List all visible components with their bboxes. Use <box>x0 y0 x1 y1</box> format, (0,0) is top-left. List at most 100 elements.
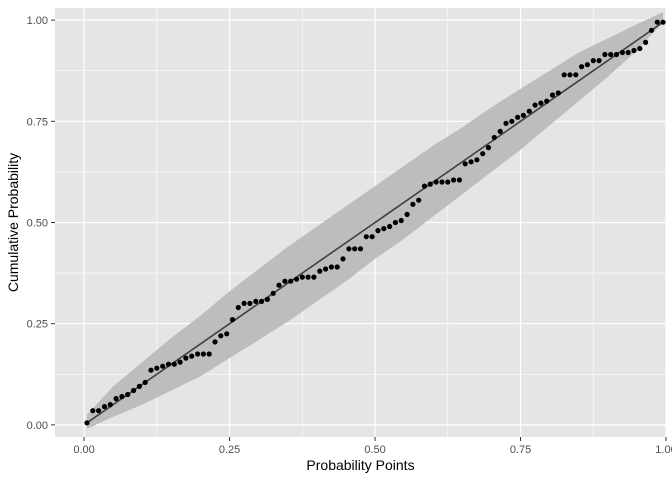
data-point <box>195 351 201 357</box>
data-point <box>293 276 300 282</box>
data-point <box>462 161 468 167</box>
data-point <box>200 351 206 357</box>
data-point <box>357 246 364 252</box>
data-point <box>154 365 160 371</box>
data-point <box>503 120 509 126</box>
data-point <box>392 219 398 226</box>
y-tick-label: 0.75 <box>27 116 48 128</box>
data-point <box>189 353 195 359</box>
data-point <box>311 274 317 280</box>
data-point <box>549 92 556 98</box>
data-point <box>404 211 410 217</box>
data-point <box>538 100 544 106</box>
data-point <box>276 282 282 288</box>
data-point <box>480 151 486 157</box>
data-point <box>526 108 532 114</box>
data-point <box>660 19 666 25</box>
y-axis-title: Cumulative Probability <box>5 153 21 292</box>
data-points <box>84 19 666 426</box>
data-point <box>381 226 387 232</box>
data-point <box>171 361 177 367</box>
y-tick-label: 0.50 <box>27 218 48 230</box>
data-point <box>421 183 428 189</box>
data-point <box>125 391 131 398</box>
data-point <box>648 27 655 33</box>
x-axis-ticks: 0.00 0.25 0.50 0.75 1.00 <box>73 437 672 456</box>
data-point <box>375 228 381 234</box>
data-point <box>532 102 538 108</box>
data-point <box>474 157 480 163</box>
data-point <box>567 72 573 78</box>
data-point <box>602 51 608 58</box>
data-point <box>119 393 125 400</box>
data-point <box>323 266 329 272</box>
data-point <box>264 296 270 302</box>
data-point <box>497 128 503 134</box>
data-point <box>259 298 265 304</box>
data-point <box>555 90 561 96</box>
data-point <box>160 363 166 369</box>
data-point <box>515 114 521 120</box>
data-point <box>84 420 90 426</box>
data-point <box>637 45 643 52</box>
x-tick-label: 0.75 <box>510 444 531 456</box>
data-point <box>229 317 236 323</box>
data-point <box>107 402 113 408</box>
data-point <box>206 351 212 357</box>
data-point <box>468 159 474 165</box>
data-point <box>416 197 422 203</box>
data-point <box>148 367 154 373</box>
reference-line <box>86 21 664 424</box>
data-point <box>131 387 137 394</box>
data-point <box>177 359 183 365</box>
data-point <box>136 383 142 389</box>
data-point <box>305 274 311 280</box>
y-tick-label: 1.00 <box>27 15 48 27</box>
data-point <box>270 290 276 296</box>
data-point <box>544 98 550 104</box>
data-point <box>183 355 189 361</box>
data-point <box>631 47 637 54</box>
data-point <box>608 51 614 58</box>
data-point <box>387 223 393 230</box>
y-tick-label: 0.00 <box>27 420 48 432</box>
data-point <box>485 145 492 151</box>
data-point <box>590 58 596 64</box>
data-point <box>398 217 404 224</box>
data-point <box>369 234 375 240</box>
data-point <box>317 268 323 274</box>
data-point <box>445 179 451 185</box>
data-point <box>654 19 660 25</box>
data-point <box>433 179 439 185</box>
data-point <box>247 300 253 306</box>
data-point <box>573 72 579 78</box>
x-tick-label: 0.50 <box>364 444 385 456</box>
data-point <box>561 72 567 78</box>
data-point <box>363 234 369 240</box>
data-point <box>625 49 631 56</box>
data-point <box>596 58 602 64</box>
y-tick-label: 0.25 <box>27 319 48 331</box>
data-point <box>346 246 352 252</box>
data-point <box>328 264 334 270</box>
data-point <box>282 278 288 284</box>
x-axis-title: Probability Points <box>306 457 414 473</box>
data-point <box>643 39 649 46</box>
data-point <box>491 134 497 141</box>
x-tick-label: 0.25 <box>219 444 240 456</box>
data-point <box>451 177 457 183</box>
data-point <box>96 408 102 414</box>
y-axis-ticks: 0.00 0.25 0.50 0.75 1.00 <box>27 15 55 432</box>
data-point <box>113 396 119 402</box>
x-tick-label: 1.00 <box>655 444 672 456</box>
data-point <box>241 300 247 306</box>
data-point <box>142 379 148 385</box>
data-point <box>235 304 241 311</box>
data-point <box>340 256 346 262</box>
data-point <box>288 278 294 284</box>
x-tick-label: 0.00 <box>73 444 94 456</box>
data-point <box>165 361 172 367</box>
data-point <box>427 181 433 187</box>
data-point <box>334 264 340 270</box>
